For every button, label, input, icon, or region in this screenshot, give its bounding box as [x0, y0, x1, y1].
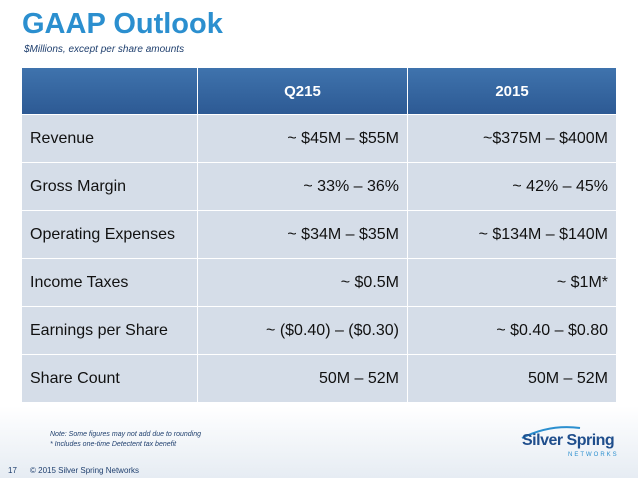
header-row: Q215 2015: [22, 68, 616, 115]
table-row: Earnings per Share ~ ($0.40) – ($0.30) ~ $…: [22, 307, 616, 355]
table-cell: ~ $1M*: [556, 273, 608, 291]
table-row: Share Count 50M – 52M 50M – 52M: [22, 355, 616, 403]
copyright: © 2015 Silver Spring Networks: [30, 466, 140, 475]
table-cell: ~$375M – $400M: [483, 129, 608, 147]
table-cell: ~ $34M – $35M: [198, 211, 408, 258]
table-cell: Share Count: [22, 355, 198, 402]
table-cell: ~ $45M – $55M: [198, 115, 408, 162]
title: GAAP Outlook: [22, 8, 223, 40]
table-row: Income Taxes ~ $0.5M ~ $1M*: [22, 259, 616, 307]
table-cell: ~ $134M – $140M: [478, 225, 608, 243]
table-row: Revenue ~ $45M – $55M ~$375M – $400M: [22, 115, 616, 163]
table-cell: Earnings per Share: [22, 307, 198, 354]
page-number: 17: [8, 466, 17, 475]
table: Q215 2015 Revenue ~ $45M – $55M ~$375M – $40…: [22, 68, 616, 403]
logo-tag: NETWORKS: [568, 452, 619, 458]
note: * Includes one-time Detectent tax benefi…: [50, 441, 177, 448]
table-cell: Operating Expenses: [22, 211, 198, 258]
table-row: Operating Expenses ~ $34M – $35M ~ $134M –…: [22, 211, 616, 259]
table-cell: 50M – 52M: [527, 369, 608, 387]
header-cell: Q215: [198, 68, 408, 114]
table-cell: Income Taxes: [22, 259, 198, 306]
table-cell: ~ 42% – 45%: [512, 177, 608, 195]
table-cell: ~ $0.5M: [198, 259, 408, 306]
table-cell: 50M – 52M: [198, 355, 408, 402]
table-cell: Revenue: [22, 115, 198, 162]
logo-name: Silver Spring: [522, 432, 615, 449]
table-cell: ~ ($0.40) – ($0.30): [198, 307, 408, 354]
table-cell: ~ $0.40 – $0.80: [496, 321, 608, 339]
note: Note: Some figures may not add due to ro…: [50, 431, 201, 438]
header-cell: [22, 68, 198, 114]
table-cell: ~ 33% – 36%: [198, 163, 408, 210]
table-cell: Gross Margin: [22, 163, 198, 210]
logo-swoosh: [521, 426, 581, 439]
subtitle: $Millions, except per share amounts: [24, 44, 185, 55]
table-row: Gross Margin ~ 33% – 36% ~ 42% – 45%: [22, 163, 616, 211]
header-cell: 2015: [495, 82, 529, 100]
